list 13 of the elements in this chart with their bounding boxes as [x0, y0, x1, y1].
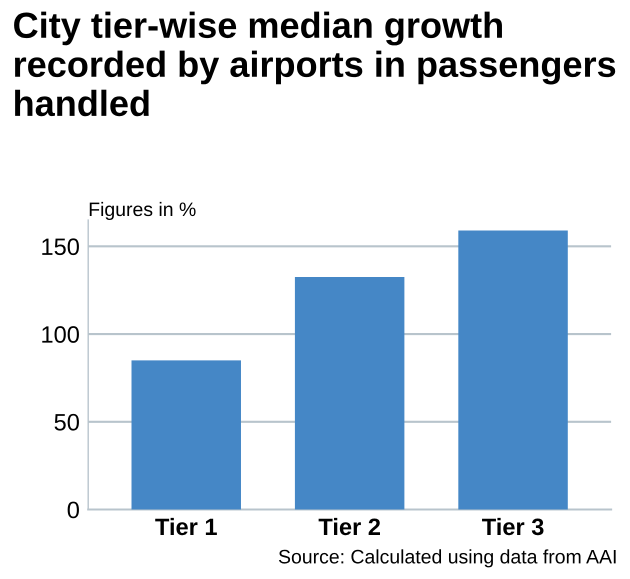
- y-tick-label: 100: [42, 326, 79, 343]
- bar: [132, 360, 241, 510]
- y-tick-label: 50: [54, 414, 79, 431]
- bar: [294, 277, 404, 510]
- x-tick-label: Tier 2: [318, 518, 380, 536]
- x-tick-label: Tier 1: [155, 518, 217, 536]
- x-tick-label: Tier 3: [482, 518, 544, 536]
- y-tick-label: 150: [42, 238, 79, 256]
- y-axis-title: Figures in %: [90, 202, 196, 220]
- source-note: Source: Calculated using data from AAI: [278, 549, 616, 568]
- bar: [458, 230, 568, 510]
- y-tick-label: 0: [68, 502, 79, 518]
- chart-title: City tier-wise median growth recorded by airports in passengers handled: [14, 12, 616, 116]
